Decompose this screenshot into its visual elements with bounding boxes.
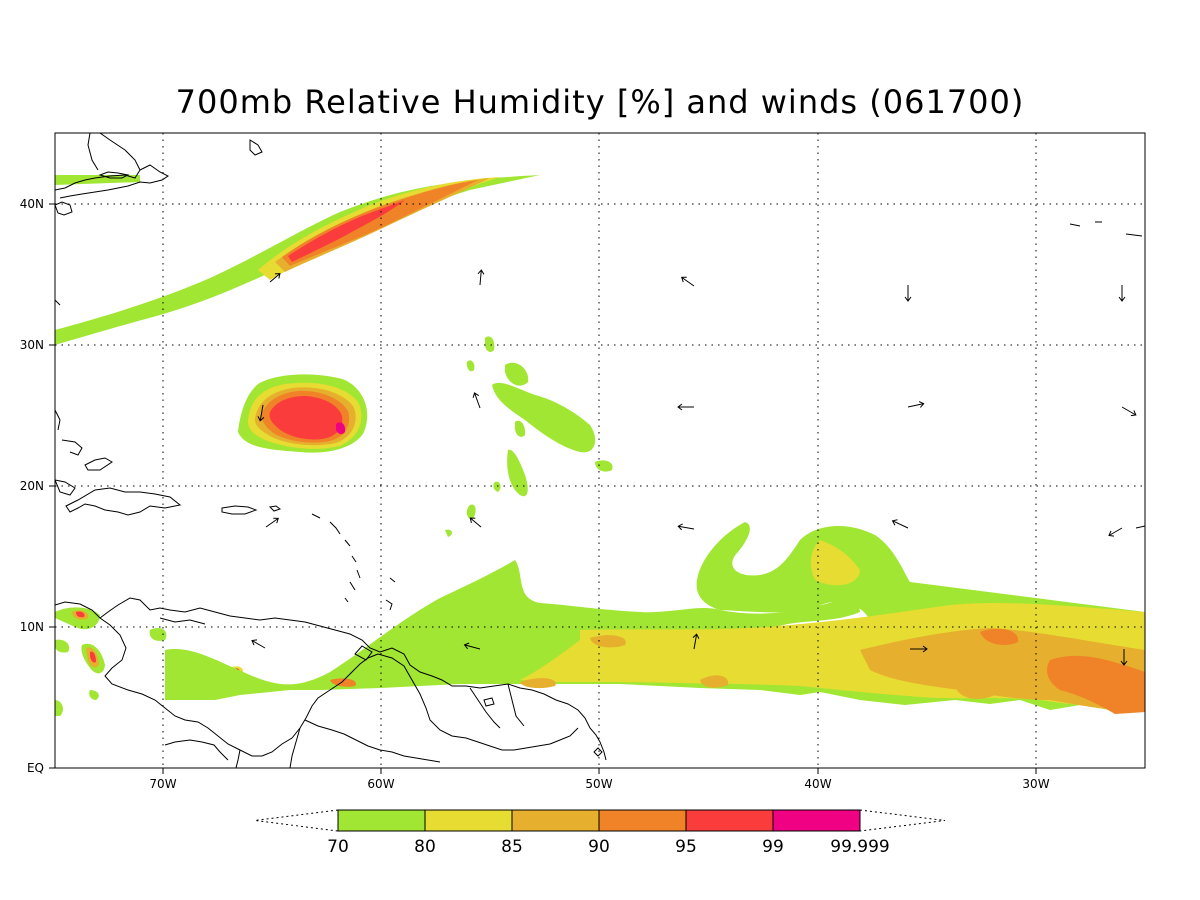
humidity-band-north [55, 175, 540, 345]
wind-arrow [257, 404, 265, 422]
wind-arrow [677, 523, 695, 531]
colorbar-left-extension [254, 809, 339, 832]
colorbar-label: 70 [327, 837, 349, 857]
wind-arrow [463, 642, 481, 650]
lat-label-10n: 10N [20, 620, 44, 634]
colorbar-swatch-0 [337, 809, 426, 832]
colorbar-swatch-4 [685, 809, 774, 832]
tick-marks [49, 203, 1037, 774]
wind-arrow [1121, 406, 1137, 417]
map-title: 700mb Relative Humidity [%] and winds (0… [176, 83, 1025, 121]
wind-arrow [251, 639, 266, 649]
lon-label-30w: 30W [1022, 777, 1049, 791]
lon-label-60w: 60W [367, 777, 394, 791]
colorbar-label: 85 [501, 837, 523, 857]
lat-labels: EQ 10N 20N 30N 40N [20, 197, 44, 775]
colorbar-label: 80 [414, 837, 436, 857]
wind-arrow [477, 269, 485, 286]
humidity-patches [55, 336, 613, 716]
lon-labels: 70W 60W 50W 40W 30W [149, 777, 1049, 791]
wind-arrow [692, 633, 700, 650]
wind-arrow [904, 285, 912, 302]
wind-arrow [472, 392, 481, 409]
wind-arrow [677, 403, 694, 411]
wind-arrow [1120, 649, 1128, 666]
colorbar-right-extension [859, 809, 946, 832]
lat-label-20n: 20N [20, 479, 44, 493]
coastlines [55, 133, 1145, 768]
lon-label-40w: 40W [804, 777, 831, 791]
colorbar-swatch-1 [424, 809, 513, 832]
wind-arrow [1118, 285, 1126, 302]
lon-label-50w: 50W [585, 777, 612, 791]
lat-label-30n: 30N [20, 338, 44, 352]
humidity-blob [238, 374, 368, 453]
wind-arrow [681, 276, 695, 287]
wind-arrow [265, 517, 279, 528]
wind-arrows [251, 269, 1137, 666]
colorbar-label: 99 [762, 837, 784, 857]
wind-arrow [1108, 527, 1123, 537]
wind-arrow [891, 519, 909, 529]
plot-frame [54, 132, 1146, 769]
lat-label-eq: EQ [27, 761, 44, 775]
colorbar: 70 80 85 90 95 99 99.999 [254, 809, 946, 857]
colorbar-label: 90 [588, 837, 610, 857]
colorbar-label: 95 [675, 837, 697, 857]
colorbar-swatch-2 [511, 809, 600, 832]
colorbar-label: 99.999 [830, 837, 889, 857]
humidity-band-south [165, 522, 1145, 714]
wind-arrow [269, 273, 281, 283]
colorbar-swatch-5 [772, 809, 861, 832]
wind-arrow [907, 401, 925, 408]
colorbar-swatch-3 [598, 809, 687, 832]
lat-label-40n: 40N [20, 197, 44, 211]
wind-arrow [469, 517, 482, 528]
lon-label-70w: 70W [149, 777, 176, 791]
plot-area [55, 133, 1145, 768]
wind-arrow [910, 645, 928, 653]
